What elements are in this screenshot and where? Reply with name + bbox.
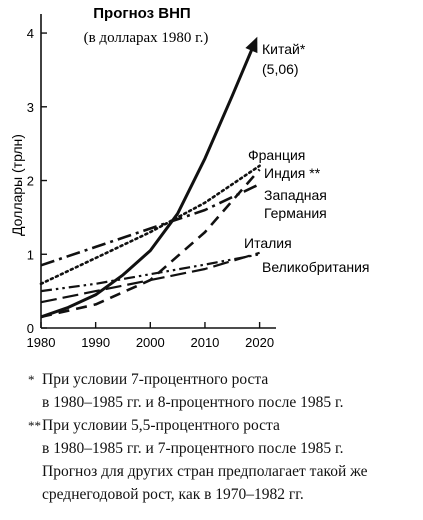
y-tick-label: 1 bbox=[27, 247, 34, 262]
series-labels: Китай* (5,06) Франция Индия ** Западная Герма… bbox=[244, 41, 370, 275]
series-label-2: Франция bbox=[248, 147, 305, 163]
series-annotation-1: (5,06) bbox=[262, 61, 299, 77]
axes bbox=[40, 14, 276, 329]
footnotes: * При условии 7-процентного роста в 1980… bbox=[28, 368, 420, 506]
series-line-2 bbox=[39, 164, 261, 286]
ticks: 1980 1990 2000 2010 2020 0 1 2 3 4 bbox=[27, 26, 275, 350]
x-tick-label: 2010 bbox=[190, 335, 219, 350]
footnote-1-mark: * bbox=[28, 372, 35, 387]
x-tick-label: 2000 bbox=[136, 335, 165, 350]
series-label-6: Великобритания bbox=[262, 259, 370, 275]
footnote-2: ** При условии 5,5-процентного роста в 1… bbox=[28, 414, 420, 460]
chart-subtitle: (в долларах 1980 г.) bbox=[84, 30, 209, 46]
footnote-1-text: При условии 7-процентного роста в 1980–1… bbox=[42, 371, 344, 411]
x-tick-label: 1980 bbox=[27, 335, 56, 350]
series-line-4 bbox=[40, 183, 261, 267]
footnote-2-mark: ** bbox=[28, 418, 41, 433]
series-label-3: Индия ** bbox=[264, 165, 321, 181]
series-arrowhead bbox=[245, 36, 258, 54]
series-label-5: Италия bbox=[244, 235, 292, 251]
chart: Прогноз ВНП (в долларах 1980 г.) Доллары… bbox=[9, 5, 370, 350]
y-tick-label: 0 bbox=[27, 321, 34, 336]
series-line-1 bbox=[40, 43, 256, 319]
series-label-1: Китай* bbox=[262, 41, 306, 57]
footnote-3: Прогноз для других стран предполагает та… bbox=[28, 460, 420, 506]
footnote-2-text: При условии 5,5-процентного роста в 1980… bbox=[42, 417, 344, 457]
series-label-4-line2: Германия bbox=[264, 205, 327, 221]
footnote-3-mark bbox=[28, 460, 42, 506]
y-tick-label: 4 bbox=[27, 26, 34, 41]
chart-title: Прогноз ВНП bbox=[93, 5, 190, 22]
series-line-5 bbox=[40, 251, 260, 304]
y-tick-label: 3 bbox=[27, 100, 34, 115]
series-lines bbox=[39, 36, 261, 319]
x-tick-label: 2020 bbox=[245, 335, 274, 350]
y-axis-label: Доллары (трлн) bbox=[9, 134, 25, 236]
series-label-4-line1: Западная bbox=[264, 187, 327, 203]
series-line-6 bbox=[40, 253, 260, 293]
footnote-1: * При условии 7-процентного роста в 1980… bbox=[28, 368, 420, 414]
footnote-3-text: Прогноз для других стран предполагает та… bbox=[42, 463, 368, 503]
y-tick-label: 2 bbox=[27, 174, 34, 189]
x-tick-label: 1990 bbox=[81, 335, 110, 350]
